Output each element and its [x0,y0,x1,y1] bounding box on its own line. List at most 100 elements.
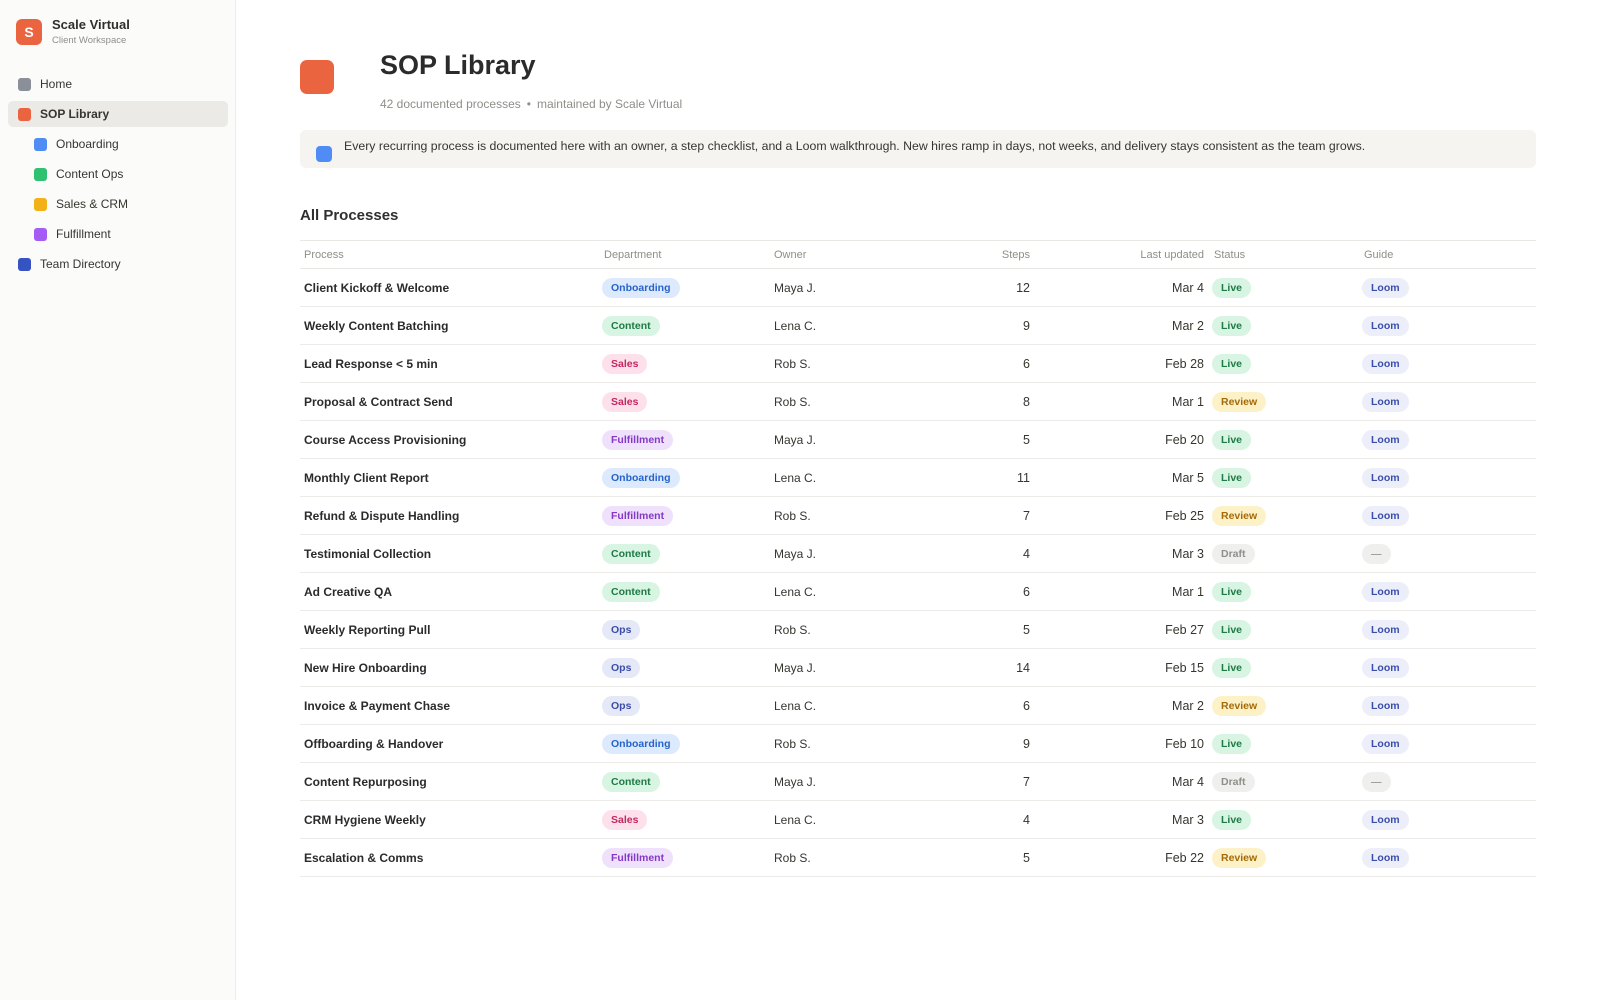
department-cell: Sales [600,382,770,421]
loom-link[interactable]: Loom [1362,619,1409,640]
department-tag: Content [602,581,660,602]
loom-link[interactable]: Loom [1362,657,1409,678]
column-header-status[interactable]: Status [1210,240,1360,269]
maintainer: maintained by Scale Virtual [536,97,683,111]
process-name[interactable]: Proposal & Contract Send [300,382,600,421]
process-name[interactable]: Escalation & Comms [300,838,600,877]
sidebar-item-sop-library[interactable]: SOP Library [8,101,228,127]
step-count: 7 [940,762,1036,801]
department-tag: Ops [602,695,641,716]
process-name[interactable]: Ad Creative QA [300,572,600,611]
table-row[interactable]: Lead Response < 5 min Sales Rob S. 6 Feb 28 L… [300,344,1536,383]
section-title: All Processes [300,207,399,224]
loom-link[interactable]: Loom [1362,809,1409,830]
process-name[interactable]: CRM Hygiene Weekly [300,800,600,839]
table-row[interactable]: Proposal & Contract Send Sales Rob S. 8 Mar … [300,382,1536,421]
department-cell: Onboarding [600,724,770,763]
table-row[interactable]: Offboarding & Handover Onboarding Rob S. 9 F… [300,724,1536,763]
column-header-last-updated[interactable]: Last updated [1036,240,1210,269]
department-tag: Ops [602,619,641,640]
table-row[interactable]: Monthly Client Report Onboarding Lena C. 11… [300,458,1536,497]
guide-cell: — [1360,762,1536,801]
status-badge: Draft [1212,543,1255,564]
table-row[interactable]: Escalation & Comms Fulfillment Rob S. 5 Feb … [300,838,1536,877]
process-name[interactable]: Client Kickoff & Welcome [300,268,600,307]
loom-link[interactable]: Loom [1362,391,1409,412]
status-badge: Review [1212,505,1267,526]
table-row[interactable]: New Hire Onboarding Ops Maya J. 14 Feb 15 Liv… [300,648,1536,687]
loom-link[interactable]: Loom [1362,429,1409,450]
step-count: 8 [940,382,1036,421]
status-cell: Live [1210,420,1360,459]
table-row[interactable]: CRM Hygiene Weekly Sales Lena C. 4 Mar 3 Live… [300,800,1536,839]
guide-cell: Loom [1360,686,1536,725]
department-cell: Content [600,572,770,611]
process-name[interactable]: Offboarding & Handover [300,724,600,763]
status-cell: Review [1210,382,1360,421]
process-name[interactable]: Monthly Client Report [300,458,600,497]
process-name[interactable]: Course Access Provisioning [300,420,600,459]
loom-link[interactable]: Loom [1362,505,1409,526]
sidebar-item-team-directory[interactable]: Team Directory [8,251,228,277]
step-count: 7 [940,496,1036,535]
loom-link[interactable]: Loom [1362,277,1409,298]
process-name[interactable]: Lead Response < 5 min [300,344,600,383]
status-cell: Live [1210,648,1360,687]
department-cell: Sales [600,344,770,383]
loom-link[interactable]: Loom [1362,581,1409,602]
status-badge: Live [1212,809,1252,830]
column-header-guide[interactable]: Guide [1360,240,1536,269]
column-header-process[interactable]: Process [300,240,600,269]
guide-cell: Loom [1360,268,1536,307]
sidebar-item-onboarding[interactable]: Onboarding [8,131,228,157]
last-updated: Feb 20 [1036,420,1210,459]
sidebar-item-sales-crm[interactable]: Sales & CRM [8,191,228,217]
process-name[interactable]: Weekly Content Batching [300,306,600,345]
guide-cell: Loom [1360,572,1536,611]
column-header-steps[interactable]: Steps [940,240,1036,269]
process-name[interactable]: Refund & Dispute Handling [300,496,600,535]
table-row[interactable]: Course Access Provisioning Fulfillment May… [300,420,1536,459]
guide-cell: Loom [1360,800,1536,839]
table-row[interactable]: Weekly Reporting Pull Ops Rob S. 5 Feb 27 Liv… [300,610,1536,649]
process-name[interactable]: New Hire Onboarding [300,648,600,687]
status-cell: Live [1210,268,1360,307]
workspace-switcher[interactable]: S Scale Virtual Client Workspace [16,17,130,47]
sidebar-item-label: Onboarding [56,137,119,151]
sidebar-item-home[interactable]: Home [8,71,228,97]
sidebar-item-content-ops[interactable]: Content Ops [8,161,228,187]
table-row[interactable]: Testimonial Collection Content Maya J. 4 Mar… [300,534,1536,573]
loom-link[interactable]: Loom [1362,847,1409,868]
column-header-department[interactable]: Department [600,240,770,269]
department-tag: Content [602,771,660,792]
table-row[interactable]: Client Kickoff & Welcome Onboarding Maya J… [300,268,1536,307]
status-cell: Live [1210,306,1360,345]
last-updated: Mar 4 [1036,762,1210,801]
step-count: 12 [940,268,1036,307]
department-cell: Fulfillment [600,838,770,877]
owner-name: Maya J. [770,420,940,459]
status-cell: Live [1210,800,1360,839]
department-cell: Ops [600,648,770,687]
loom-link[interactable]: Loom [1362,695,1409,716]
table-row[interactable]: Weekly Content Batching Content Lena C. 9 Ma… [300,306,1536,345]
owner-name: Rob S. [770,382,940,421]
process-name[interactable]: Invoice & Payment Chase [300,686,600,725]
process-name[interactable]: Weekly Reporting Pull [300,610,600,649]
loom-link[interactable]: Loom [1362,733,1409,754]
table-header-row: Process Department Owner Steps Last upda… [300,240,1536,269]
sidebar-item-fulfillment[interactable]: Fulfillment [8,221,228,247]
loom-link[interactable]: Loom [1362,467,1409,488]
process-name[interactable]: Testimonial Collection [300,534,600,573]
department-cell: Onboarding [600,268,770,307]
loom-link[interactable]: Loom [1362,353,1409,374]
table-row[interactable]: Refund & Dispute Handling Fulfillment Rob … [300,496,1536,535]
process-name[interactable]: Content Repurposing [300,762,600,801]
table-row[interactable]: Ad Creative QA Content Lena C. 6 Mar 1 Live Lo… [300,572,1536,611]
department-tag: Fulfillment [602,847,674,868]
loom-link[interactable]: Loom [1362,315,1409,336]
column-header-owner[interactable]: Owner [770,240,940,269]
status-badge: Live [1212,581,1252,602]
